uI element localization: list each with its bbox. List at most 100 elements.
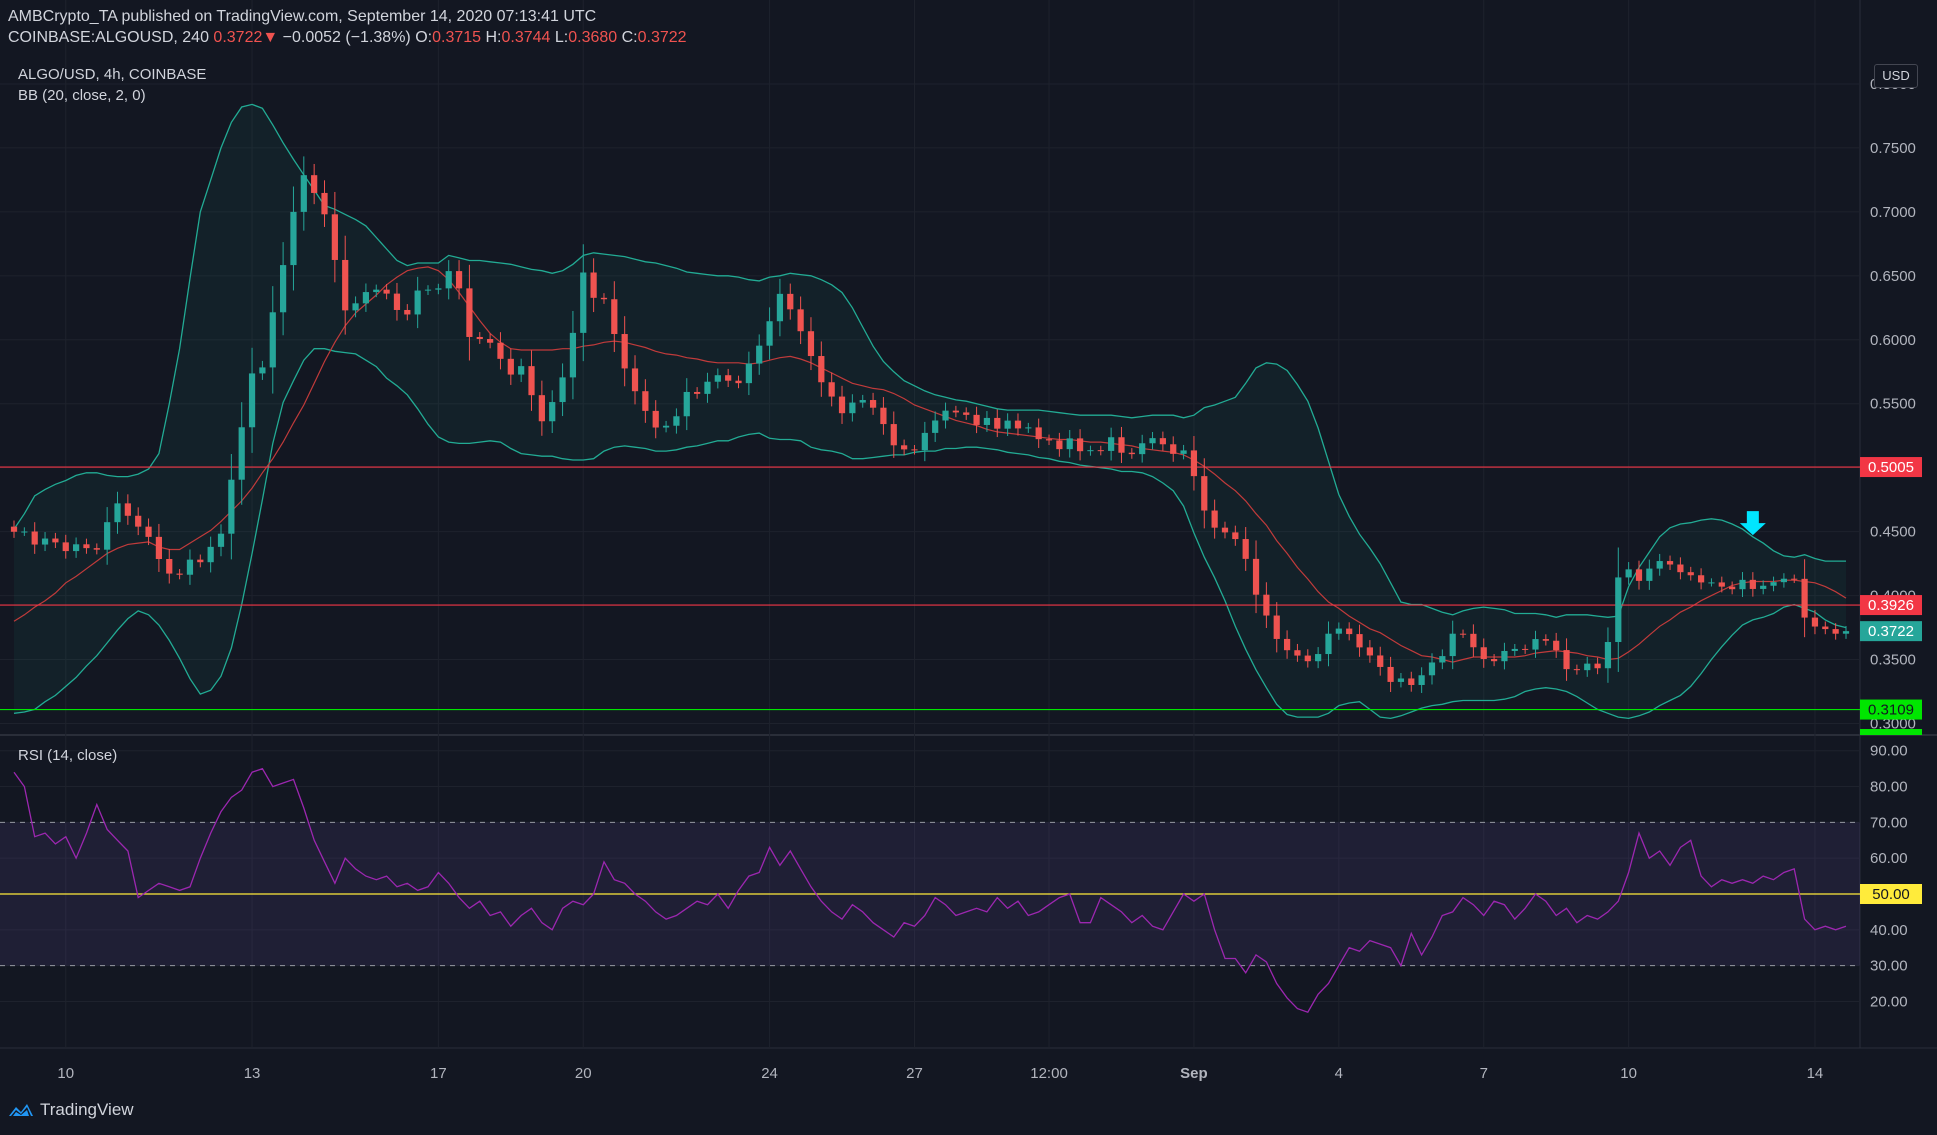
candle-body [321, 192, 328, 215]
candle-body [1594, 663, 1601, 669]
candle-body [1087, 450, 1094, 452]
pair-legend[interactable]: ALGO/USD, 4h, COINBASE [18, 66, 207, 83]
rsi-tick-label: 40.00 [1870, 922, 1908, 939]
candle-body [1449, 633, 1456, 657]
candle-body [1108, 437, 1115, 451]
candle-body [1822, 626, 1829, 630]
candle-body [1573, 669, 1580, 671]
time-tick-label: 10 [57, 1065, 74, 1082]
candle-body [155, 536, 163, 560]
candle-body [662, 425, 670, 428]
candle-body [311, 175, 318, 193]
candle-body [983, 417, 991, 425]
price-tick-label: 0.6500 [1870, 268, 1916, 285]
time-tick-label: 14 [1807, 1065, 1824, 1082]
rsi-tick-label: 70.00 [1870, 814, 1908, 831]
candle-body [41, 538, 49, 545]
price-tick-label: 0.7500 [1870, 140, 1916, 157]
candle-body [1842, 631, 1850, 634]
candle-body [807, 331, 815, 357]
close-label: C: [621, 29, 638, 46]
candle-body [1025, 427, 1032, 429]
candle-body [714, 375, 721, 382]
candle-body [838, 396, 846, 414]
candle-body [1553, 640, 1560, 651]
candle-body [694, 391, 701, 394]
candle-body [1760, 585, 1767, 589]
candle-body [1170, 444, 1177, 454]
candle-body [776, 293, 784, 322]
candle-body [797, 309, 804, 332]
candle-body [1656, 561, 1663, 569]
rsi-legend[interactable]: RSI (14, close) [18, 747, 118, 764]
candle-body [445, 271, 452, 289]
candle-body [901, 445, 908, 450]
candle-body [538, 395, 545, 422]
candle-body [114, 503, 121, 523]
resistance-price-label-bg [1860, 457, 1922, 478]
candle-body [1221, 527, 1229, 533]
bb-fill [14, 104, 1846, 719]
candle-body [590, 272, 597, 298]
candle-body [1180, 450, 1187, 454]
candle-body [373, 289, 380, 293]
candle-body [1045, 439, 1053, 441]
candle-body [1366, 647, 1373, 656]
candle-body [952, 410, 959, 413]
candle-body [1739, 579, 1746, 590]
candle-body [549, 402, 556, 422]
price-tick-label: 0.7000 [1870, 204, 1916, 221]
candle-body [1076, 438, 1084, 452]
candle-body [1511, 648, 1518, 651]
bb-legend[interactable]: BB (20, close, 2, 0) [18, 87, 146, 104]
candle-body [1697, 575, 1705, 583]
candle-body [704, 381, 711, 394]
candle-body [1801, 578, 1808, 618]
resistance-price-label: 0.5005 [1868, 459, 1914, 476]
candle-body [1004, 420, 1011, 429]
currency-button[interactable]: USD [1874, 64, 1918, 88]
candle-body [104, 522, 111, 550]
time-tick-label: 10 [1620, 1065, 1637, 1082]
candle-body [1014, 420, 1022, 429]
candle-body [217, 533, 225, 547]
candle-body [497, 342, 504, 359]
candle-body [745, 363, 752, 384]
candle-body [1791, 578, 1798, 580]
candle-body [1615, 577, 1622, 643]
candle-body [828, 382, 835, 397]
publisher-name[interactable]: AMBCrypto_TA [8, 8, 118, 25]
candle-body [83, 544, 90, 549]
candle-body [1035, 427, 1042, 440]
candle-body [352, 303, 359, 311]
bb-upper-line [13, 103, 1846, 618]
candle-body [93, 548, 100, 550]
candle-body [280, 265, 287, 313]
rsi-tick-label: 60.00 [1870, 850, 1908, 867]
candle-body [1097, 450, 1104, 452]
candle-body [849, 402, 856, 414]
rsi-midline-label-bg [1860, 884, 1922, 904]
low-value: 0.3680 [568, 29, 618, 46]
close-value: 0.3722 [637, 29, 687, 46]
candle-body [869, 400, 877, 408]
open-label: O: [415, 29, 433, 46]
candle-body [435, 288, 442, 290]
candle-body [1501, 650, 1508, 662]
candle-body [1232, 532, 1239, 540]
candle-body [228, 479, 235, 534]
candle-body [207, 546, 214, 563]
rsi-tick-label: 90.00 [1870, 743, 1908, 760]
candle-body [259, 367, 266, 374]
candle-body [1646, 568, 1653, 581]
candle-body [642, 391, 649, 411]
tradingview-footer[interactable]: TradingView [8, 1100, 134, 1120]
candle-body [62, 542, 69, 552]
candle-body [963, 412, 970, 415]
candle-body [404, 309, 411, 315]
price-change: −0.0052 (−1.38%) [282, 29, 411, 46]
candle-body [1335, 628, 1342, 634]
candle-body [124, 503, 131, 516]
candle-body [1635, 569, 1643, 581]
